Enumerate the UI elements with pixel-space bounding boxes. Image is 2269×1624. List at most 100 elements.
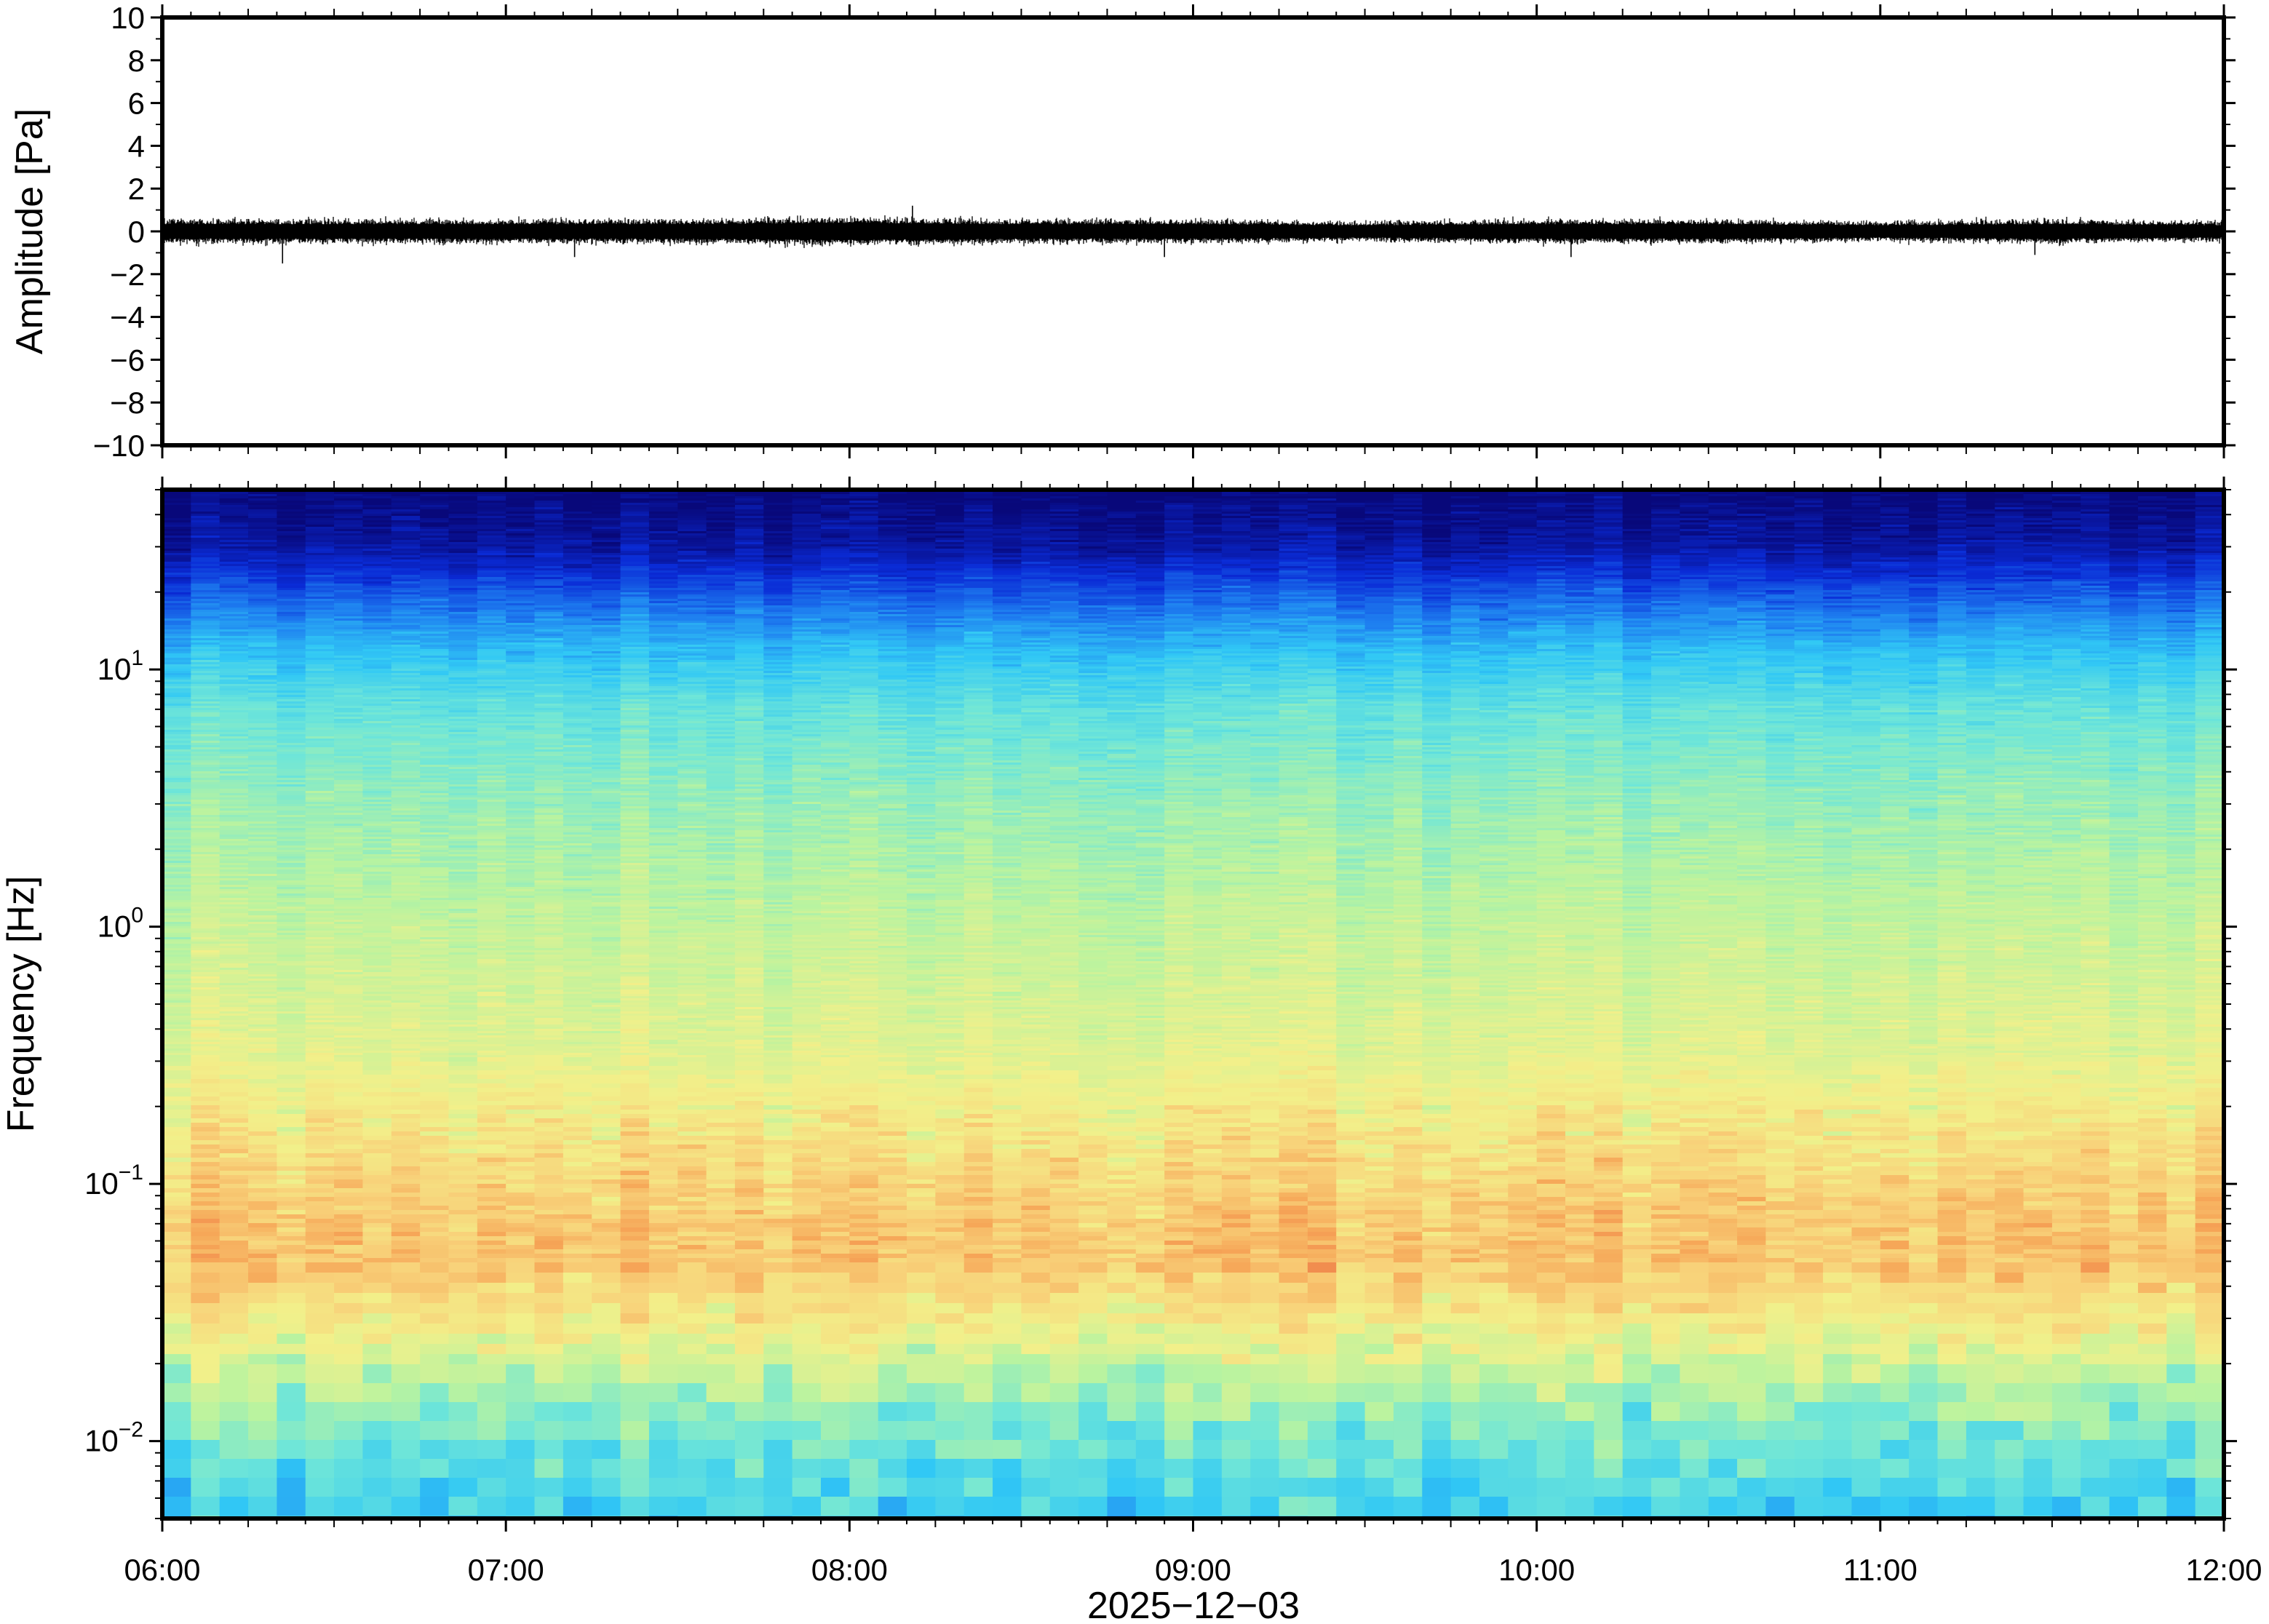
spectrogram-cell xyxy=(1565,575,1594,577)
spectrogram-cell xyxy=(220,512,249,514)
spectrogram-cell xyxy=(1308,618,1337,621)
spectrogram-cell xyxy=(162,608,191,610)
spectrogram-cell xyxy=(248,579,277,581)
spectrogram-cell xyxy=(1250,592,1279,594)
spectrogram-cell xyxy=(821,605,850,608)
spectrogram-cell xyxy=(1795,520,1824,522)
spectrogram-cell xyxy=(1451,590,1480,592)
spectrogram-cell xyxy=(1680,540,1709,542)
spectrogram-cell xyxy=(477,560,506,562)
spectrogram-cell xyxy=(563,555,592,557)
spectrogram-cell xyxy=(735,512,764,514)
spectrogram-cell xyxy=(707,514,736,516)
spectrogram-cell xyxy=(392,496,421,498)
spectrogram-cell xyxy=(1394,570,1423,573)
spectrogram-cell xyxy=(1680,592,1709,594)
spectrogram-cell xyxy=(1680,562,1709,564)
spectrogram-cell xyxy=(1422,529,1451,531)
spectrogram-cell xyxy=(1995,514,2024,516)
spectrogram-cell xyxy=(993,505,1022,507)
spectrogram-cell xyxy=(1050,599,1079,601)
spectrogram-cell xyxy=(964,597,993,599)
spectrogram-cell xyxy=(1422,509,1451,512)
spectrogram-cell xyxy=(2138,540,2167,542)
spectrogram-cell xyxy=(677,599,707,601)
spectrogram-cell xyxy=(849,516,878,518)
spectrogram-cell xyxy=(1222,560,1251,562)
spectrogram-cell xyxy=(535,501,564,503)
spectrogram-cell xyxy=(535,531,564,533)
spectrogram-cell xyxy=(2138,527,2167,529)
spectrogram-cell xyxy=(1851,610,1880,612)
spectrogram-cell xyxy=(763,496,792,498)
spectrogram-cell xyxy=(2166,586,2196,588)
spectrogram-cell xyxy=(2110,608,2139,610)
spectrogram-cell xyxy=(1422,557,1451,560)
spectrogram-cell xyxy=(1594,608,1623,610)
spectrogram-cell xyxy=(1422,625,1451,627)
spectrogram-cell xyxy=(993,584,1022,586)
spectrogram-cell xyxy=(1279,525,1308,527)
spectrogram-cell xyxy=(1422,546,1451,549)
spectrogram-cell xyxy=(420,551,449,553)
spectrogram-cell xyxy=(849,501,878,503)
spectrogram-cell xyxy=(563,536,592,538)
spectrogram-cell xyxy=(935,623,964,625)
spectrogram-cell xyxy=(1765,498,1795,501)
spectrogram-cell xyxy=(821,536,850,538)
spectrogram-cell xyxy=(306,514,335,516)
spectrogram-cell xyxy=(1594,614,1623,616)
spectrogram-cell xyxy=(334,520,363,522)
spectrogram-cell xyxy=(448,553,477,555)
spectrogram-cell xyxy=(1193,540,1223,542)
spectrogram-cell xyxy=(1479,533,1509,536)
spectrogram-cell xyxy=(1050,608,1079,610)
spectrogram-cell xyxy=(1422,618,1451,621)
spectrogram-cell xyxy=(1537,588,1566,590)
spectrogram-cell xyxy=(1623,610,1652,612)
spectrogram-cell xyxy=(1909,603,1938,605)
spectrogram-cell xyxy=(592,586,621,588)
spectrogram-cell xyxy=(1623,621,1652,623)
spectrogram-cell xyxy=(677,546,707,549)
spectrogram-cell xyxy=(993,575,1022,577)
spectrogram-cell xyxy=(1308,590,1337,592)
spectrogram-cell xyxy=(1709,514,1738,516)
spectrogram-cell xyxy=(392,594,421,597)
spectrogram-cell xyxy=(821,498,850,501)
spectrogram-cell xyxy=(191,527,220,529)
spectrogram-cell xyxy=(2196,590,2225,592)
spectrogram-cell xyxy=(964,551,993,553)
spectrogram-cell xyxy=(1336,570,1365,573)
spectrogram-cell xyxy=(1193,509,1223,512)
spectrogram-cell xyxy=(2052,531,2081,533)
spectrogram-cell xyxy=(1250,579,1279,581)
spectrogram-cell xyxy=(677,614,707,616)
spectrogram-cell xyxy=(334,570,363,573)
spectrogram-cell xyxy=(2138,518,2167,520)
spectrogram-cell xyxy=(1851,599,1880,601)
spectrogram-cell xyxy=(964,538,993,540)
spectrogram-cell xyxy=(1107,581,1136,584)
spectrogram-cell xyxy=(2196,516,2225,518)
spectrogram-cell xyxy=(1394,512,1423,514)
spectrogram-cell xyxy=(1021,608,1050,610)
spectrogram-cell xyxy=(2081,586,2110,588)
spectrogram-cell xyxy=(2052,544,2081,546)
spectrogram-cell xyxy=(2081,527,2110,529)
spectrogram-cell xyxy=(220,540,249,542)
spectrogram-cell xyxy=(1880,627,1910,629)
spectrogram-cell xyxy=(1422,549,1451,551)
spectrogram-cell xyxy=(1394,520,1423,522)
spectrogram-cell xyxy=(1880,601,1910,603)
spectrogram-cell xyxy=(1623,492,1652,494)
spectrogram-cell xyxy=(1680,568,1709,570)
spectrogram-cell xyxy=(248,573,277,575)
spectrogram-cell xyxy=(563,557,592,560)
spectrogram-cell xyxy=(392,584,421,586)
spectrogram-cell xyxy=(1336,533,1365,536)
spectrogram-cell xyxy=(1966,525,1995,527)
spectrogram-cell xyxy=(420,518,449,520)
spectrogram-cell xyxy=(2081,570,2110,573)
spectrogram-cell xyxy=(1479,518,1509,520)
